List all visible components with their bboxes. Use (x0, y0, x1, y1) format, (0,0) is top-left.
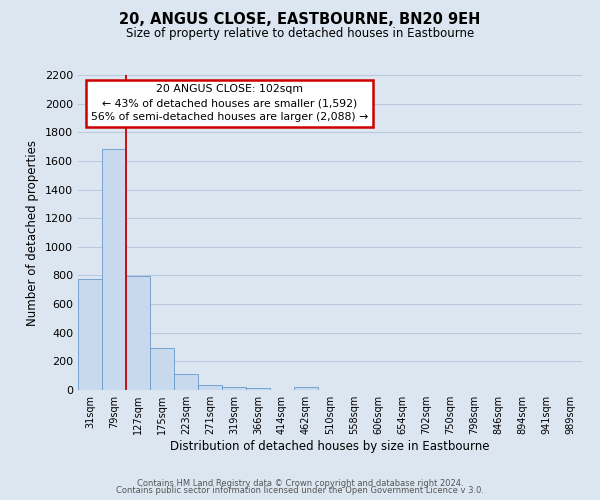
Text: Size of property relative to detached houses in Eastbourne: Size of property relative to detached ho… (126, 28, 474, 40)
Bar (222, 387, 246, 390)
Bar (246, 388, 270, 390)
Text: 20 ANGUS CLOSE: 102sqm
← 43% of detached houses are smaller (1,592)
56% of semi-: 20 ANGUS CLOSE: 102sqm ← 43% of detached… (91, 84, 368, 122)
Y-axis label: Number of detached properties: Number of detached properties (26, 140, 40, 326)
Text: Contains public sector information licensed under the Open Government Licence v : Contains public sector information licen… (116, 486, 484, 495)
Bar (294, 387, 318, 390)
Text: Contains HM Land Registry data © Crown copyright and database right 2024.: Contains HM Land Registry data © Crown c… (137, 478, 463, 488)
Bar (198, 385, 222, 390)
Bar (174, 374, 198, 390)
Bar (150, 348, 174, 390)
Bar (102, 150, 126, 390)
Text: 20, ANGUS CLOSE, EASTBOURNE, BN20 9EH: 20, ANGUS CLOSE, EASTBOURNE, BN20 9EH (119, 12, 481, 28)
X-axis label: Distribution of detached houses by size in Eastbourne: Distribution of detached houses by size … (170, 440, 490, 453)
Bar (78, 279, 102, 390)
Bar (126, 276, 150, 390)
